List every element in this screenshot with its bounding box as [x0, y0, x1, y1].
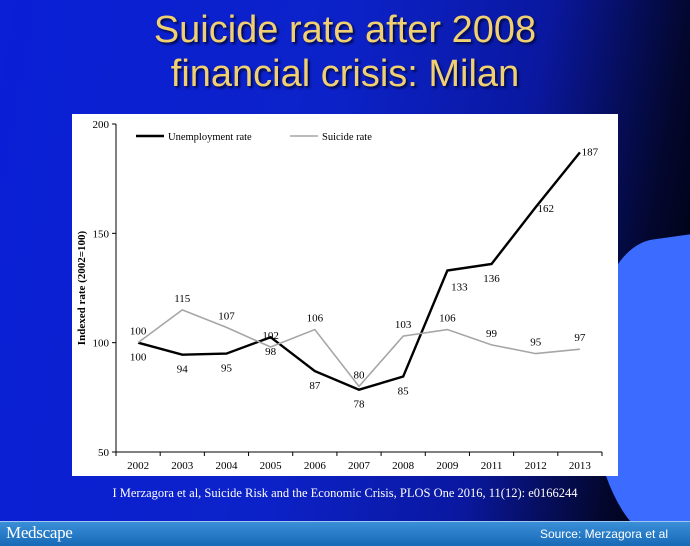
y-axis-label: Indexed rate (2002=100) — [76, 230, 88, 345]
y-tick-label: 150 — [93, 228, 110, 240]
x-tick-label: 2003 — [171, 460, 194, 472]
data-label-unemployment: 87 — [309, 380, 321, 392]
x-tick-label: 2013 — [569, 460, 592, 472]
data-label-suicide: 80 — [354, 369, 366, 381]
citation-text: I Merzagora et al, Suicide Risk and the … — [112, 486, 578, 500]
data-label-unemployment: 78 — [354, 399, 366, 411]
data-label-unemployment: 85 — [398, 386, 410, 398]
x-tick-label: 2008 — [392, 460, 415, 472]
data-label-suicide: 100 — [130, 326, 147, 338]
series-line-unemployment — [137, 151, 581, 391]
x-tick-label: 2004 — [215, 460, 238, 472]
title-line-2: financial crisis: Milan — [170, 53, 520, 95]
data-label-suicide: 107 — [218, 310, 235, 322]
data-label-unemployment: 187 — [582, 146, 599, 158]
y-tick-label: 100 — [93, 338, 110, 350]
line-chart: 50 100 150 200 2002 2003 2004 2005 2006 2007 2008 2… — [76, 119, 603, 472]
title-line-1: Suicide rate after 2008 — [153, 9, 537, 51]
slide-title: Suicide rate after 2008 financial crisis… — [0, 8, 690, 96]
data-label-unemployment: 95 — [221, 363, 233, 375]
data-label-suicide: 115 — [174, 293, 191, 305]
data-label-unemployment: 94 — [177, 364, 189, 376]
x-tick-label: 2012 — [525, 460, 547, 472]
y-tick-label: 50 — [98, 447, 110, 459]
x-tick-label: 2007 — [348, 460, 371, 472]
data-label-unemployment: 136 — [483, 273, 500, 285]
data-label-suicide: 97 — [574, 332, 586, 344]
data-label-suicide: 106 — [439, 313, 456, 325]
data-label-suicide: 103 — [395, 319, 412, 331]
data-label-suicide: 106 — [307, 313, 324, 325]
y-tick-label: 200 — [93, 119, 110, 131]
x-tick-label: 2009 — [436, 460, 459, 472]
data-label-unemployment: 133 — [451, 282, 468, 294]
footer-bar: Medscape Source: Merzagora et al — [0, 521, 690, 546]
data-label-suicide: 102 — [262, 330, 279, 342]
series-line-suicide — [137, 308, 580, 388]
x-tick-label: 2006 — [304, 460, 327, 472]
x-tick-label: 2011 — [481, 460, 503, 472]
data-label-suicide: 95 — [530, 337, 542, 349]
chart-panel: 50 100 150 200 2002 2003 2004 2005 2006 2007 2008 2… — [72, 114, 618, 476]
legend-label-suicide: Suicide rate — [322, 132, 372, 143]
data-label-unemployment: 162 — [537, 203, 554, 215]
x-tick-label: 2002 — [127, 460, 149, 472]
data-label-unemployment: 98 — [265, 346, 277, 358]
data-label-unemployment: 100 — [130, 352, 147, 364]
data-label-suicide: 99 — [486, 328, 498, 340]
legend-label-unemployment: Unemployment rate — [168, 132, 252, 143]
source-text: Source: Merzagora et al — [539, 527, 668, 541]
medscape-logo: Medscape — [6, 523, 73, 542]
x-tick-label: 2005 — [260, 460, 283, 472]
